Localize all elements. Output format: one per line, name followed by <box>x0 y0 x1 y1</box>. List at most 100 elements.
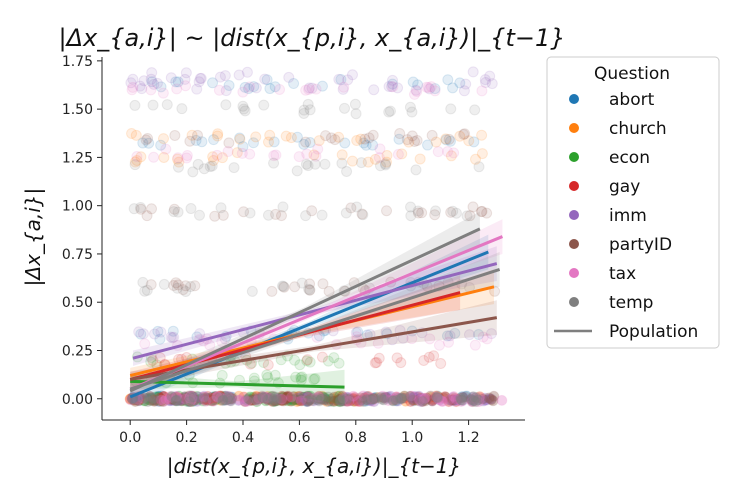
scatter-point <box>145 394 157 406</box>
scatter-point <box>298 393 310 405</box>
scatter-point <box>318 393 330 405</box>
scatter-point <box>436 395 448 407</box>
scatter-point <box>310 83 322 95</box>
scatter-point <box>166 390 178 402</box>
scatter-point <box>302 160 314 172</box>
scatter-point <box>262 359 274 371</box>
scatter-point <box>418 354 430 366</box>
legend-label: tax <box>609 264 636 284</box>
scatter-point <box>437 395 449 407</box>
scatter-point <box>359 392 371 404</box>
scatter-point <box>419 395 431 407</box>
scatter-point <box>350 327 362 339</box>
scatter-point <box>173 395 185 407</box>
scatter-point <box>408 394 420 406</box>
scatter-point <box>217 395 229 407</box>
scatter-point <box>392 395 404 407</box>
scatter-point <box>204 161 216 173</box>
scatter-point <box>221 391 233 403</box>
scatter-point <box>428 350 440 362</box>
legend-label: imm <box>609 206 647 226</box>
scatter-point <box>217 394 229 406</box>
scatter-point <box>214 394 226 406</box>
scatter-point <box>156 394 168 406</box>
x-tick-label: 0.0 <box>119 430 141 446</box>
scatter-point <box>268 157 280 169</box>
scatter-point <box>155 326 167 338</box>
scatter-point <box>361 394 373 406</box>
scatter-point <box>278 281 290 293</box>
scatter-point <box>360 395 372 407</box>
scatter-point <box>355 394 367 406</box>
scatter-point <box>177 393 189 405</box>
scatter-point <box>233 69 245 81</box>
legend-dot-marker <box>569 152 579 162</box>
y-tick-label: 1.00 <box>62 199 93 215</box>
scatter-point <box>168 392 180 404</box>
scatter-point <box>211 393 223 405</box>
scatter-point <box>248 391 260 403</box>
scatter-point <box>145 392 157 404</box>
scatter-point <box>170 76 182 88</box>
scatter-point <box>376 393 388 405</box>
scatter-point <box>387 81 399 93</box>
scatter-point <box>359 133 371 145</box>
scatter-point <box>206 160 218 172</box>
scatter-point <box>476 129 488 141</box>
scatter-point <box>306 394 318 406</box>
scatter-point <box>356 208 368 220</box>
scatter-point <box>321 395 333 407</box>
scatter-point <box>486 78 498 90</box>
scatter-point <box>433 391 445 403</box>
scatter-point <box>254 393 266 405</box>
scatter-point <box>387 393 399 405</box>
scatter-point <box>334 394 346 406</box>
scatter-point <box>288 78 300 90</box>
scatter-point <box>269 395 281 407</box>
scatter-point <box>285 132 297 144</box>
x-tick-label: 0.2 <box>175 430 197 446</box>
scatter-point <box>414 153 426 165</box>
scatter-point <box>381 150 393 162</box>
legend-label: gay <box>609 177 640 197</box>
scatter-point <box>341 395 353 407</box>
scatter-point <box>459 128 471 140</box>
scatter-point <box>348 391 360 403</box>
fit-line <box>129 227 481 393</box>
scatter-point <box>319 158 331 170</box>
scatter-point <box>295 395 307 407</box>
scatter-point <box>383 391 395 403</box>
scatter-point <box>449 327 461 339</box>
scatter-point <box>347 390 359 402</box>
scatter-point <box>320 130 332 142</box>
scatter-point <box>407 393 419 405</box>
scatter-point <box>336 157 348 169</box>
legend-dot-marker <box>569 297 579 307</box>
scatter-point <box>280 130 292 142</box>
scatter-point <box>169 394 181 406</box>
scatter-point <box>411 86 423 98</box>
scatter-point <box>303 283 315 295</box>
scatter-point <box>154 395 166 407</box>
scatter-point <box>316 80 328 92</box>
scatter-point <box>185 395 197 407</box>
scatter-point <box>254 391 266 403</box>
scatter-point <box>191 83 203 95</box>
scatter-point <box>487 395 499 407</box>
scatter-point <box>469 339 481 351</box>
scatter-point <box>316 393 328 405</box>
scatter-point <box>185 396 197 408</box>
scatter-point <box>176 395 188 407</box>
scatter-point <box>333 394 345 406</box>
legend-dot-marker <box>569 123 579 133</box>
scatter-point <box>483 392 495 404</box>
scatter-point <box>126 127 138 139</box>
scatter-point <box>153 396 165 408</box>
scatter-point <box>147 392 159 404</box>
scatter-point <box>269 81 281 93</box>
scatter-point <box>248 372 260 384</box>
scatter-point <box>145 73 157 85</box>
scatter-point <box>300 391 312 403</box>
scatter-point <box>470 153 482 165</box>
scatter-point <box>154 392 166 404</box>
